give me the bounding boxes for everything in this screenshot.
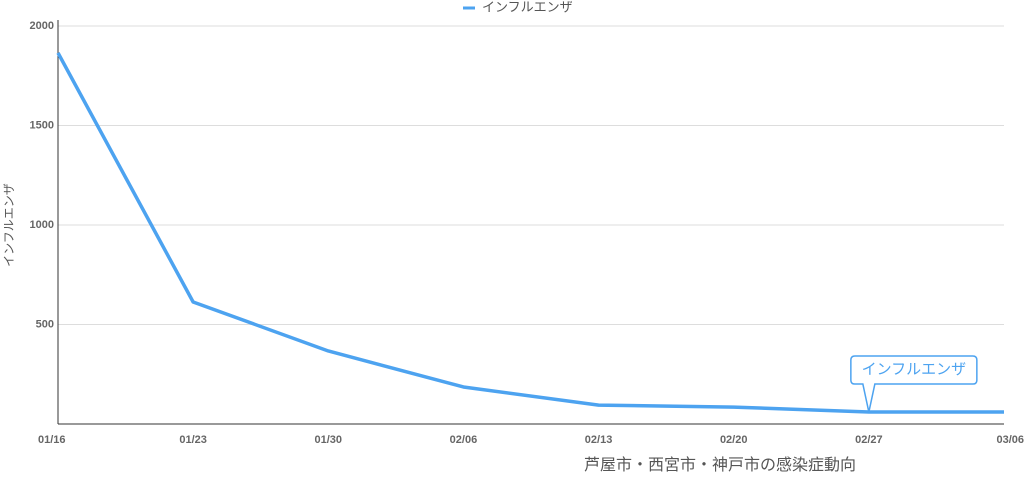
tooltip-text: インフルエンザ	[862, 361, 967, 378]
y-tick-label: 500	[36, 318, 54, 330]
x-tick-label: 03/06	[996, 434, 1024, 446]
y-tick-label: 1500	[30, 119, 54, 131]
y-tick-label: 2000	[30, 20, 54, 32]
x-tick-label: 02/27	[855, 434, 883, 446]
legend-label: インフルエンザ	[482, 0, 573, 14]
x-tick-label: 01/30	[315, 434, 343, 446]
y-tick-label: 1000	[30, 219, 54, 231]
x-tick-label: 02/06	[450, 434, 478, 446]
x-tick-label: 01/23	[179, 434, 207, 446]
x-tick-label: 02/20	[720, 434, 748, 446]
x-tick-label: 01/16	[38, 434, 66, 446]
tooltip-box	[850, 355, 978, 413]
line	[56, 52, 1004, 414]
x-tick-label: 02/13	[585, 434, 613, 446]
y-axis-title: インフルエンザ	[2, 183, 16, 267]
x-axis-title: 芦屋市・西宮市・神戸市の感染症動向	[584, 456, 856, 474]
